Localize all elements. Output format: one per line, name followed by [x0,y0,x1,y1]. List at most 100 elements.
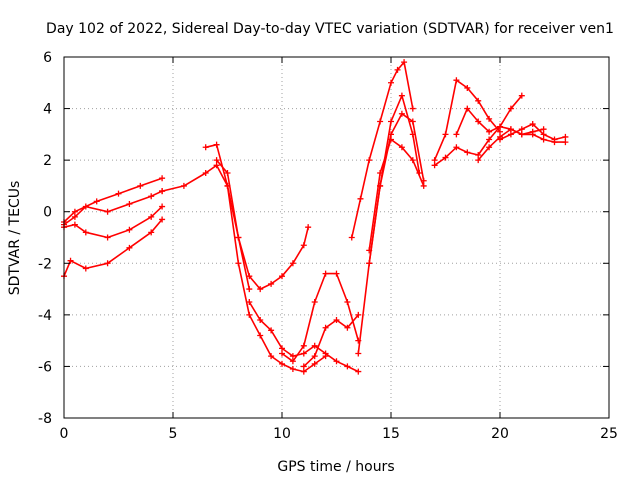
data-point [213,162,220,169]
data-point [279,360,285,367]
y-tick-label: 0 [43,205,52,221]
data-point [475,157,482,164]
data-point [357,195,364,202]
data-point [344,363,351,370]
data-point [289,358,296,365]
y-tick-label: -8 [38,411,52,427]
series-track-14 [366,136,427,254]
data-point [279,350,285,357]
y-tick-label: -6 [38,359,52,375]
series-track-7 [213,157,312,293]
data-point [246,298,253,305]
series-track-13 [366,110,427,267]
series-track-8 [246,298,362,375]
series-trace [204,143,327,373]
data-point [529,131,536,138]
x-tick-label: 10 [273,426,291,442]
data-point [268,353,275,360]
data-point [377,170,384,177]
data-point [518,92,525,99]
data-point [322,270,329,277]
data-point [486,128,493,135]
data-point [311,298,318,305]
y-tick-label: 4 [43,102,52,118]
data-point [104,208,111,215]
data-point [464,105,471,112]
series-track-18 [475,126,569,164]
plot-frame [63,56,610,419]
data-point [562,139,569,146]
x-tick-label: 15 [382,426,400,442]
data-point [213,157,220,164]
series-trace [63,205,163,239]
data-point [311,353,318,360]
series-track-10 [300,311,362,370]
data-point [398,144,405,151]
data-point [305,224,312,231]
data-point [300,242,307,249]
x-tick-label: 20 [491,426,509,442]
data-point [93,198,100,205]
series-track-12 [355,92,423,357]
data-point [431,162,438,169]
y-tick-label: 2 [43,153,52,169]
data-point [322,350,329,357]
data-point [300,363,307,370]
data-point [82,265,89,272]
data-point [300,368,307,375]
data-point [464,84,471,91]
data-point [246,286,253,293]
data-point [518,126,525,133]
series-trace [433,79,501,161]
data-point [497,123,503,130]
y-tick-label: -4 [38,308,52,324]
series-trace [63,177,163,223]
data-point [235,260,242,267]
data-point [497,128,503,135]
axis-ticks: 0 5 10 15 20 25 -8 -6 -4 -2 0 2 4 6 [38,50,618,442]
data-series [61,59,569,375]
series-trace [281,272,360,363]
data-point [453,144,460,151]
x-tick-label: 0 [60,426,69,442]
data-point [104,260,111,267]
data-point [344,324,351,331]
data-point [246,273,253,280]
data-point [126,226,133,233]
data-point [398,92,405,99]
data-point [409,118,416,125]
series-trace [215,159,309,290]
data-point [401,59,408,66]
data-point [224,170,231,177]
data-point [486,136,493,143]
data-point [475,118,482,125]
y-tick-label: -2 [38,256,52,272]
data-point [115,190,122,197]
data-point [71,208,78,215]
data-point [507,126,514,133]
data-point [409,105,416,112]
data-point [398,110,405,117]
data-point [159,188,166,195]
data-point [366,260,373,267]
data-point [300,342,307,349]
data-point [137,182,144,189]
data-point [431,157,438,164]
data-point [268,280,275,287]
data-point [180,182,187,189]
data-point [311,360,318,367]
data-point [507,105,514,112]
y-axis-label: SDTVAR / TECUs [7,181,23,296]
data-point [518,131,525,138]
data-point [475,97,482,104]
data-point [388,118,394,125]
data-point [486,115,493,122]
data-point [366,247,373,254]
data-point [289,353,296,360]
data-point [394,66,401,73]
series-track-9 [279,270,362,365]
x-axis-label: GPS time / hours [277,459,394,475]
data-point [464,149,471,156]
data-point [409,157,416,164]
